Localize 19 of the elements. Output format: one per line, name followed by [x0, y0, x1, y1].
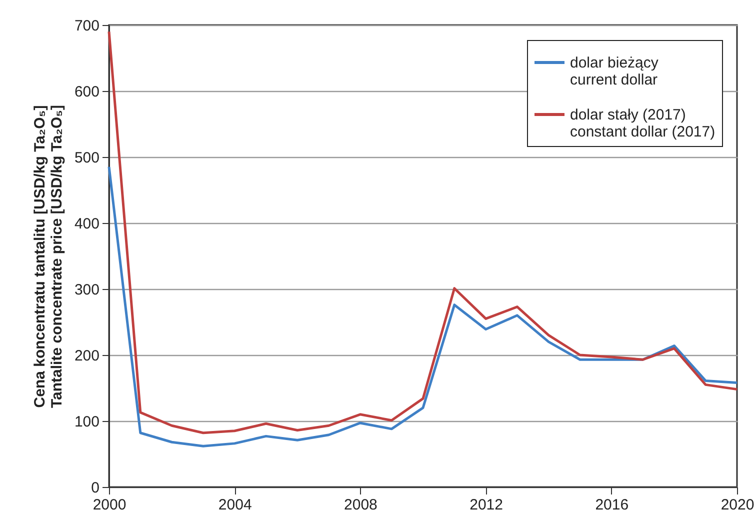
x-tick-label: 2004: [218, 496, 252, 514]
x-tick-label: 2000: [92, 496, 126, 514]
y-tick-label: 200: [74, 348, 100, 364]
line-series: [108, 30, 738, 434]
y-tick-label: 100: [74, 414, 100, 430]
y-tick-label: 500: [74, 150, 100, 166]
x-tick-label: 2012: [470, 496, 503, 514]
line-series: [108, 166, 738, 448]
x-tick-label: 2016: [595, 496, 629, 514]
y-axis-title: Cena koncentratu tantalitu [USD/kg Ta₂O₅] Tantalite concentrate price [USD/kg Ta₂O₅]: [31, 104, 66, 408]
legend-label: dolar stały (2017) constant dollar (2017): [570, 106, 716, 140]
y-tick-label: 0: [91, 480, 100, 496]
y-tick-label: 400: [74, 216, 100, 232]
y-tick-label: 300: [74, 282, 100, 298]
x-tick-label: 2008: [344, 496, 378, 514]
y-tick-label: 700: [74, 18, 100, 34]
y-tick-label: 600: [74, 84, 100, 100]
legend-label: dolar bieżący current dollar: [570, 54, 659, 88]
x-tick-label: 2020: [720, 496, 754, 514]
